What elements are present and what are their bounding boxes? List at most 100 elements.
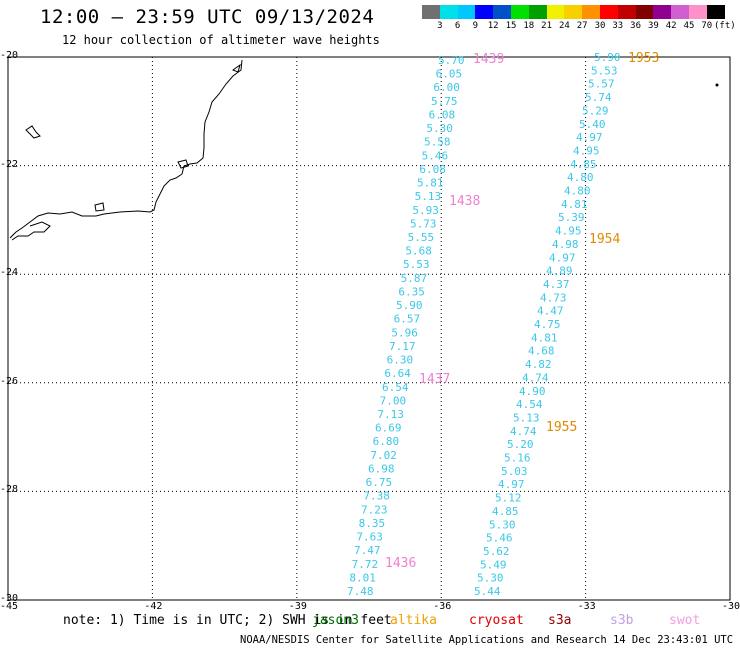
wave-height-label-track2: 4.97 — [549, 251, 576, 264]
latitude-label: -28 — [0, 484, 19, 496]
wave-height-label-track2: 4.85 — [492, 505, 519, 518]
wave-height-label-track1: 5.46 — [422, 149, 449, 162]
colorbar-swatch — [635, 5, 654, 19]
colorbar-swatch — [475, 5, 494, 19]
latitude-label: -30 — [0, 593, 19, 604]
wave-height-label-track1: 7.63 — [356, 531, 383, 544]
colorbar-label: 9 — [472, 21, 479, 31]
wave-height-label-track2: 5.49 — [480, 558, 507, 571]
time-label: 1439 — [473, 52, 504, 67]
satellite-legend-s3a: s3a — [548, 613, 572, 628]
wave-height-label-track2: 5.13 — [513, 411, 540, 424]
wave-height-label-track1: 5.53 — [403, 258, 430, 271]
time-label: 1438 — [449, 194, 480, 209]
colorbar-label: 3 — [437, 21, 443, 31]
latitude-label: -26 — [0, 375, 19, 387]
wave-height-label-track1: 5.58 — [424, 136, 451, 149]
wave-height-label-track2: 5.57 — [588, 78, 615, 91]
wave-height-label-track1: 5.96 — [391, 326, 418, 339]
colorbar-swatch — [511, 5, 529, 19]
wave-height-label-track2: 4.80 — [567, 171, 594, 184]
wave-height-label-track1: 7.48 — [347, 585, 374, 598]
wave-height-label-track1: 7.72 — [352, 558, 379, 571]
wave-height-label-track1: 7.23 — [361, 503, 388, 516]
wave-height-label-track1: 5.93 — [412, 204, 439, 217]
wave-height-label-track1: 8.01 — [349, 571, 376, 584]
wave-height-label-track2: 4.80 — [564, 185, 591, 198]
wave-height-label-track1: 6.75 — [366, 476, 393, 489]
island-outline — [25, 125, 41, 139]
colorbar-swatch — [528, 5, 547, 19]
wave-height-label-track1: 5.75 — [431, 95, 458, 108]
coastline-detail — [177, 159, 189, 169]
wave-height-label-track1: 7.38 — [363, 490, 390, 503]
wave-height-label-track2: 5.44 — [474, 585, 501, 598]
page-title: 12:00 – 23:59 UTC 09/13/2024 — [40, 6, 375, 28]
wave-height-label-track2: 4.68 — [528, 345, 555, 358]
wave-height-label-track2: 4.90 — [519, 385, 546, 398]
longitude-label: -36 — [433, 601, 452, 612]
latitude-label: -22 — [0, 158, 19, 170]
colorbar-swatch — [457, 5, 476, 19]
coastline — [9, 59, 243, 239]
wave-height-label-track2: 4.97 — [498, 478, 525, 491]
wave-height-label-track2: 5.62 — [483, 545, 510, 558]
longitude-label: -33 — [577, 601, 596, 612]
latitude-label: -20 — [0, 50, 19, 61]
wave-height-label-track2: 5.12 — [495, 492, 522, 505]
wave-height-label-track2: 5.53 — [591, 64, 618, 77]
wave-height-label-track1: 7.13 — [377, 408, 404, 421]
footer-credit: NOAA/NESDIS Center for Satellite Applica… — [240, 634, 740, 646]
wave-height-label-track2: 4.47 — [537, 305, 564, 318]
colorbar-label: 27 — [576, 21, 588, 31]
colorbar-label: 39 — [647, 21, 659, 31]
wave-height-label-track2: 4.37 — [543, 278, 570, 291]
page-subtitle: 12 hour collection of altimeter wave hei… — [62, 33, 380, 47]
colorbar-label: 36 — [630, 21, 642, 31]
colorbar-swatch — [600, 5, 618, 19]
colorbar-swatch — [653, 5, 672, 19]
colorbar-unit: (ft) — [714, 21, 736, 31]
wave-height-label-track2: 4.81 — [561, 198, 588, 211]
time-label: 1953 — [628, 51, 659, 66]
longitude-label: -45 — [0, 601, 19, 612]
wave-height-label-track2: 5.46 — [486, 532, 513, 545]
wave-height-label-track1: 5.30 — [426, 122, 453, 135]
colorbar-label: 33 — [612, 21, 624, 31]
colorbar-label: 12 — [487, 21, 499, 31]
wave-height-label-track1: 7.17 — [389, 340, 416, 353]
wave-height-label-track1: 6.00 — [433, 81, 460, 94]
colorbar-label: 21 — [541, 21, 553, 31]
wave-height-label-track2: 5.20 — [507, 438, 534, 451]
colorbar-label: 18 — [523, 21, 535, 31]
colorbar-swatch — [617, 5, 636, 19]
wave-height-label-track1: 6.05 — [436, 68, 463, 81]
wave-height-label-track1: 6.69 — [375, 422, 402, 435]
wave-height-label-track1: 5.13 — [415, 190, 442, 203]
note-text: note: 1) Time is in UTC; 2) SWH is in fe… — [63, 613, 392, 628]
coastline-detail — [11, 221, 51, 241]
longitude-label: -42 — [144, 601, 163, 612]
colorbar-swatch — [546, 5, 565, 19]
colorbar-label: 42 — [665, 21, 677, 31]
colorbar-swatch — [671, 5, 689, 19]
wave-height-label-track2: 4.85 — [570, 158, 597, 171]
wave-height-label-track2: 5.03 — [501, 465, 528, 478]
wave-height-label-track1: 6.08 — [429, 108, 456, 121]
longitude-label: -39 — [288, 601, 307, 612]
wave-height-label-track1: 5.73 — [410, 217, 437, 230]
colorbar-label: 24 — [558, 21, 570, 31]
wave-height-label-track1: 6.64 — [384, 367, 411, 380]
colorbar-swatch — [706, 5, 725, 19]
latitude-label: -24 — [0, 267, 19, 279]
coastline-detail — [231, 63, 241, 73]
colorbar-label: 45 — [683, 21, 695, 31]
wave-height-label-track1: 7.47 — [354, 544, 381, 557]
time-label: 1955 — [546, 420, 577, 435]
colorbar-swatch — [493, 5, 511, 19]
wave-height-label-track2: 4.73 — [540, 291, 567, 304]
wave-height-label-track2: 5.74 — [585, 91, 612, 104]
wave-height-label-track2: 4.95 — [573, 144, 600, 157]
satellite-legend-cryosat: cryosat — [469, 613, 524, 628]
